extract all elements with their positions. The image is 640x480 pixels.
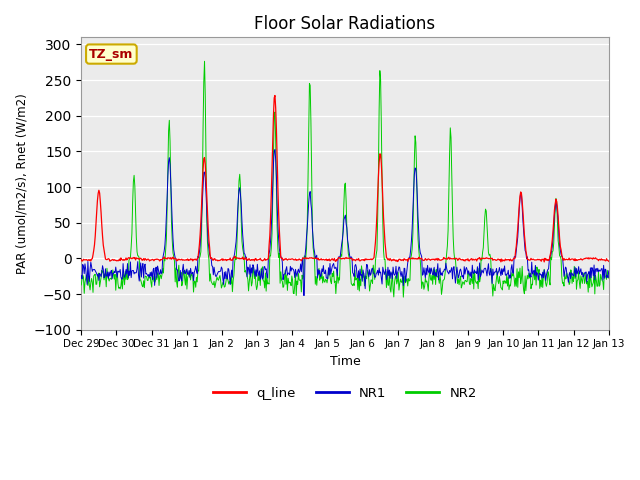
- q_line: [223, 258, 230, 264]
- NR2: [605, 275, 612, 281]
- Line: q_line: q_line: [81, 96, 609, 262]
- Line: NR2: NR2: [81, 61, 609, 297]
- Text: TZ_sm: TZ_sm: [89, 48, 134, 60]
- q_line: [605, 258, 612, 264]
- q_line: [425, 256, 433, 262]
- NR1: [300, 293, 307, 299]
- NR1: [605, 268, 612, 274]
- NR1: [77, 273, 85, 278]
- Line: NR1: NR1: [81, 150, 609, 296]
- NR2: [223, 275, 231, 280]
- Y-axis label: PAR (umol/m2/s), Rnet (W/m2): PAR (umol/m2/s), Rnet (W/m2): [15, 93, 28, 274]
- Title: Floor Solar Radiations: Floor Solar Radiations: [255, 15, 436, 33]
- NR2: [195, 268, 202, 274]
- NR1: [141, 261, 149, 267]
- NR1: [223, 274, 230, 279]
- Legend: q_line, NR1, NR2: q_line, NR1, NR2: [207, 382, 483, 405]
- NR2: [201, 59, 209, 64]
- q_line: [271, 93, 279, 98]
- NR1: [271, 147, 279, 153]
- NR2: [399, 294, 407, 300]
- NR1: [195, 254, 202, 260]
- q_line: [87, 258, 95, 264]
- q_line: [141, 256, 149, 262]
- q_line: [195, 249, 202, 255]
- NR2: [426, 268, 433, 274]
- q_line: [77, 257, 85, 263]
- NR1: [87, 259, 95, 265]
- X-axis label: Time: Time: [330, 355, 360, 368]
- NR2: [87, 280, 95, 286]
- NR2: [77, 282, 85, 288]
- NR1: [410, 172, 418, 178]
- NR2: [141, 273, 149, 279]
- q_line: [540, 259, 548, 265]
- NR2: [410, 158, 418, 164]
- NR1: [426, 265, 433, 271]
- q_line: [410, 255, 417, 261]
